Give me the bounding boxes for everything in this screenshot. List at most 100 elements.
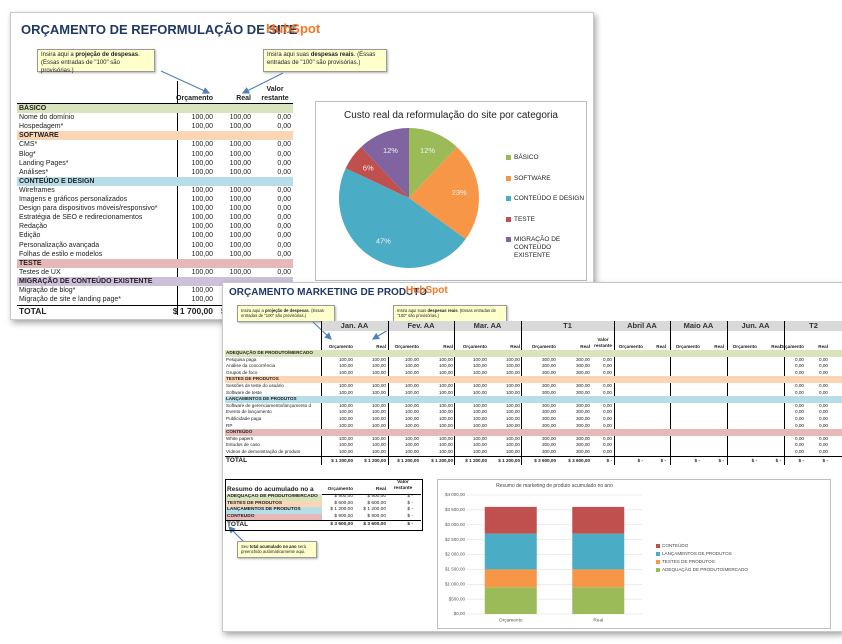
summary-header: Orçamento xyxy=(327,487,353,492)
cell: 100,00 xyxy=(371,402,386,408)
cell: 100,00 xyxy=(404,369,419,375)
note-text: será preenchido automaticamente aqui. xyxy=(241,544,306,555)
product-budget-sheet: ORÇAMENTO MARKETING DE PRODUTO HubSpot Ins… xyxy=(222,282,842,632)
column-rule xyxy=(727,321,728,465)
cell: 100,00 xyxy=(191,250,213,258)
site-budget-sheet: ORÇAMENTO DE REFORMULAÇÃO DE SITE HubSpot… xyxy=(10,12,594,320)
cell: 300,00 xyxy=(541,449,556,454)
row-label: Migração de site e landing page* xyxy=(19,296,121,304)
total-cell: $ 1 200,00 xyxy=(364,458,386,464)
cell: 100,00 xyxy=(229,268,251,276)
chart-title: Custo real da reformulação do site por c… xyxy=(343,110,558,121)
sub-header: Orçamento xyxy=(462,344,487,349)
sub-header: Orçamento xyxy=(531,344,556,349)
row-label: Migração de blog* xyxy=(19,287,76,294)
cell: 300,00 xyxy=(541,363,556,369)
cell: 100,00 xyxy=(371,416,386,421)
summary-cell: $ 1 200,00 xyxy=(363,507,386,513)
bar-segment xyxy=(484,506,537,534)
cell: 100,00 xyxy=(371,383,386,388)
legend-swatch xyxy=(506,175,511,181)
cell: 100,00 xyxy=(472,416,487,421)
period-band xyxy=(321,321,842,331)
column-header: Valor restante xyxy=(261,86,289,102)
cell: 100,00 xyxy=(338,435,353,441)
section-label: TESTES DE PRODUTOS xyxy=(226,376,279,382)
summary-cell: $ 1 200,00 xyxy=(330,507,353,513)
cell: 300,00 xyxy=(541,402,556,408)
row-label: Pesquisa paga xyxy=(226,356,257,362)
section-band xyxy=(17,176,293,186)
legend-swatch xyxy=(506,155,511,160)
cell: 100,00 xyxy=(472,409,487,415)
summary-rule xyxy=(225,494,421,495)
note-text: Insira aqui a xyxy=(241,308,265,313)
logo: HubSpot xyxy=(406,285,448,296)
cell: 300,00 xyxy=(541,369,556,375)
legend-label: LANÇAMENTOS DE PRODUTOS xyxy=(662,551,732,556)
section-band xyxy=(225,350,842,357)
cell: 100,00 xyxy=(438,449,453,454)
column-rule xyxy=(614,321,615,465)
cell: 100,00 xyxy=(438,402,453,408)
cell: 0,00 xyxy=(603,435,612,441)
cell: 100,00 xyxy=(229,223,251,231)
cell: 0,00 xyxy=(819,383,828,388)
note: Seu total acumulado no ano será preenchi… xyxy=(237,541,317,558)
summary-label: CONTEÚDO xyxy=(227,513,255,519)
cell: 0,00 xyxy=(603,449,612,454)
total-label: TOTAL xyxy=(226,457,248,465)
total-cell: $ 1 700,00 xyxy=(172,306,213,317)
note-text: projeção de despesas xyxy=(264,308,309,313)
cell: 100,00 xyxy=(229,141,251,149)
cell: 100,00 xyxy=(229,159,251,167)
legend-label: TESTES DE PRODUTOS xyxy=(662,559,715,564)
cell: 0,00 xyxy=(603,383,612,388)
legend-swatch xyxy=(656,544,660,548)
summary-label: TESTES DE PRODUTOS xyxy=(227,500,283,506)
cell: 100,00 xyxy=(472,383,487,388)
header-rule xyxy=(17,103,293,104)
cell: 0,00 xyxy=(277,196,291,203)
summary-cell: $ - xyxy=(407,513,413,519)
cell: 100,00 xyxy=(191,150,213,158)
legend-swatch xyxy=(656,552,660,556)
sheet-title: ORÇAMENTO DE REFORMULAÇÃO DE SITE xyxy=(21,22,298,37)
cell: 300,00 xyxy=(575,435,590,441)
summary-cell: $ 900,00 xyxy=(367,513,386,519)
x-tick-label: Orçamento xyxy=(499,617,523,623)
column-rule xyxy=(454,321,455,465)
cell: 100,00 xyxy=(505,416,520,421)
cell: 0,00 xyxy=(603,402,612,408)
cell: 300,00 xyxy=(575,409,590,415)
total-cell: $ 1 200,00 xyxy=(397,458,419,464)
cell: 100,00 xyxy=(505,389,520,395)
total-rule xyxy=(225,456,842,458)
cell: 300,00 xyxy=(575,416,590,421)
cell: 100,00 xyxy=(229,196,251,203)
y-tick-label: $1 500,00 xyxy=(445,567,466,572)
cell: 0,00 xyxy=(277,232,291,240)
section-band xyxy=(17,258,293,268)
column-rule xyxy=(784,321,785,465)
summary-band xyxy=(226,500,322,508)
cell: 100,00 xyxy=(338,383,353,388)
column-rule xyxy=(321,321,322,465)
section-band xyxy=(225,396,842,403)
row-label: Publicidade paga xyxy=(226,416,262,421)
pie-slice xyxy=(409,128,457,198)
cell: 300,00 xyxy=(541,435,556,441)
y-tick-label: $1 000,00 xyxy=(445,581,466,586)
cell: 100,00 xyxy=(338,363,353,369)
cell: 0,00 xyxy=(277,223,291,231)
summary-label: LANÇAMENTOS DE PRODUTOS xyxy=(227,507,301,513)
summary-band xyxy=(226,513,322,521)
cell: 0,00 xyxy=(277,186,291,194)
legend-label: CONTEÚDO E DESIGN xyxy=(514,195,585,202)
cell: 0,00 xyxy=(795,449,804,454)
cell: 100,00 xyxy=(472,389,487,395)
note-text: . (Essas entradas de "100" são provisóri… xyxy=(267,52,376,66)
column-rule xyxy=(521,321,522,465)
cell: 100,00 xyxy=(404,356,419,362)
cell: 0,00 xyxy=(795,356,804,362)
